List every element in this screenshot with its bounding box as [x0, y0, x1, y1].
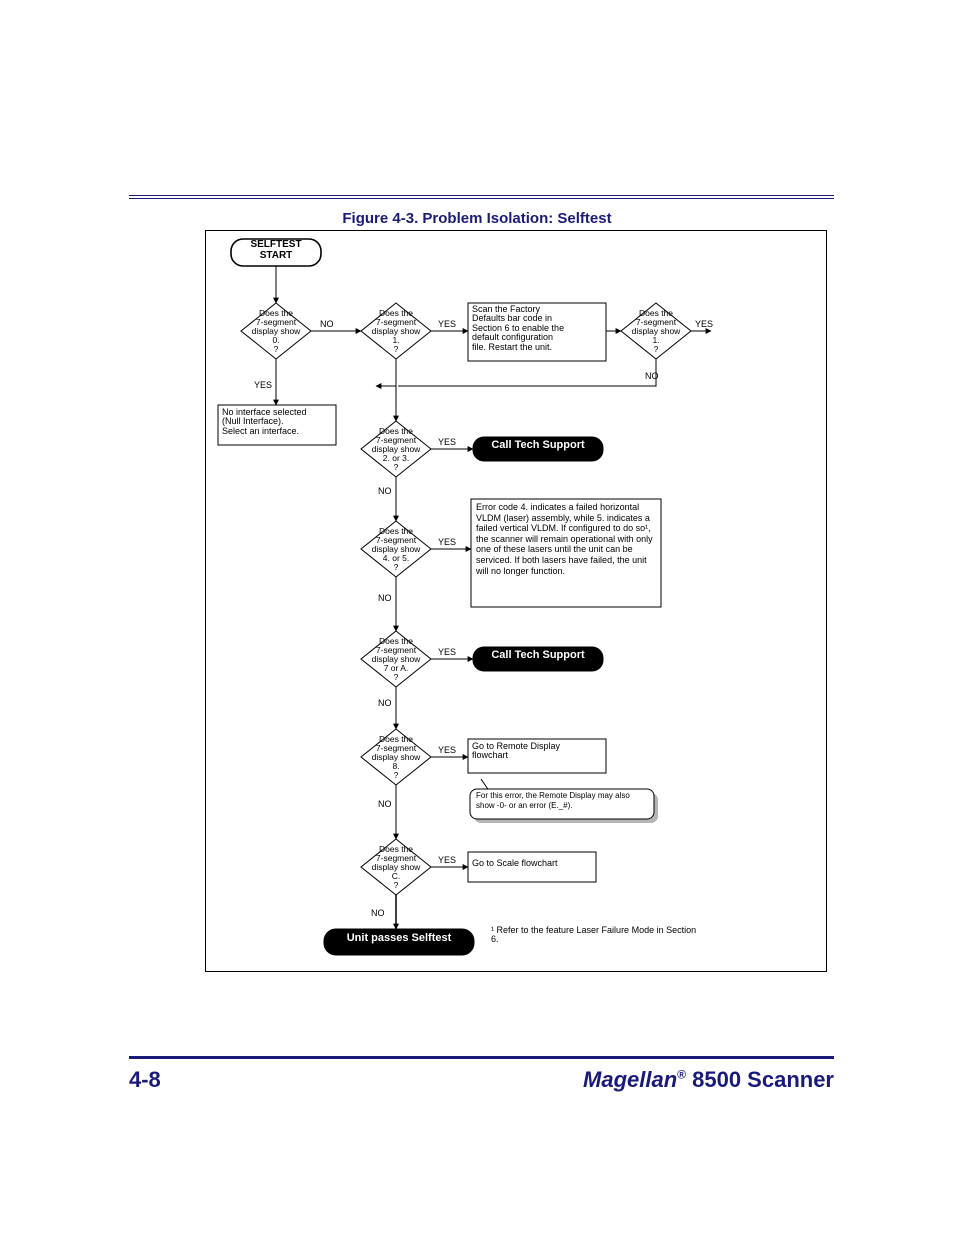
- node-err45-text: Error code 4. indicates a failed horizon…: [476, 502, 656, 576]
- lbl-dC-no: NO: [371, 908, 385, 918]
- lbl-d45-no: NO: [378, 593, 392, 603]
- lbl-d23-no: NO: [378, 486, 392, 496]
- node-d1b-text: Does the7-segmentdisplay show1.?: [624, 309, 688, 354]
- footer-title: Magellan® 8500 Scanner: [583, 1067, 834, 1093]
- bottom-rule: [129, 1056, 834, 1059]
- flowchart-svg: NO YES YES NO YES YES NO YES NO YES NO Y…: [206, 231, 826, 971]
- node-cts2-text: Call Tech Support: [473, 650, 603, 662]
- node-cts2: Call Tech Support: [473, 647, 603, 671]
- node-cts1-text: Call Tech Support: [473, 440, 603, 452]
- figure-title: Figure 4-3. Problem Isolation: Selftest: [0, 210, 954, 227]
- lbl-d8-yes: YES: [438, 745, 456, 755]
- node-d8-text: Does the7-segmentdisplay show8.?: [364, 735, 428, 780]
- top-rule: [129, 195, 834, 199]
- node-d45: Does the7-segmentdisplay show4. or 5.?: [361, 521, 431, 577]
- footer-brand: Magellan: [583, 1067, 677, 1092]
- node-pass-text: Unit passes Selftest: [324, 933, 474, 945]
- flowchart: NO YES YES NO YES YES NO YES NO YES NO Y…: [205, 230, 827, 972]
- lbl-d1b-yes: YES: [695, 319, 713, 329]
- node-remote-text: Go to Remote Displayflowchart: [472, 742, 602, 761]
- lbl-d7A-yes: YES: [438, 647, 456, 657]
- lbl-d0-no: NO: [320, 319, 334, 329]
- lbl-d0-yes: YES: [254, 380, 272, 390]
- footnote: ¹ Refer to the feature Laser Failure Mod…: [491, 926, 701, 945]
- node-d7A: Does the7-segmentdisplay show7 or A.?: [361, 631, 431, 687]
- node-factory: Scan the FactoryDefaults bar code inSect…: [468, 303, 606, 361]
- node-start-text: SELFTESTSTART: [231, 240, 321, 261]
- node-cts1: Call Tech Support: [473, 437, 603, 461]
- node-d0: Does the7-segmentdisplay show0.?: [241, 303, 311, 359]
- lbl-d1-yes: YES: [438, 319, 456, 329]
- node-d7A-text: Does the7-segmentdisplay show7 or A.?: [364, 637, 428, 682]
- lbl-d23-yes: YES: [438, 437, 456, 447]
- node-pass: Unit passes Selftest: [324, 929, 474, 955]
- node-dC: Does the7-segmentdisplay showC.?: [361, 839, 431, 895]
- page-number: 4-8: [129, 1067, 161, 1093]
- registered-icon: ®: [677, 1068, 686, 1082]
- node-dC-text: Does the7-segmentdisplay showC.?: [364, 845, 428, 890]
- node-d1: Does the7-segmentdisplay show1.?: [361, 303, 431, 359]
- node-start: SELFTESTSTART: [231, 239, 321, 267]
- node-scale-text: Go to Scale flowchart: [472, 859, 592, 868]
- node-d45-text: Does the7-segmentdisplay show4. or 5.?: [364, 527, 428, 572]
- lbl-d1b-no: NO: [645, 371, 659, 381]
- lbl-d8-no: NO: [378, 799, 392, 809]
- node-d1b: Does the7-segmentdisplay show1.?: [621, 303, 691, 359]
- node-scale: Go to Scale flowchart: [468, 852, 596, 882]
- node-d8: Does the7-segmentdisplay show8.?: [361, 729, 431, 785]
- node-factory-text: Scan the FactoryDefaults bar code inSect…: [472, 305, 602, 352]
- lbl-dC-yes: YES: [438, 855, 456, 865]
- node-d23-text: Does the7-segmentdisplay show2. or 3.?: [364, 427, 428, 472]
- node-remote: Go to Remote Displayflowchart: [468, 739, 606, 773]
- lbl-d45-yes: YES: [438, 537, 456, 547]
- node-nullif: No interface selected(Null Interface).Se…: [218, 405, 336, 445]
- footer-model: 8500 Scanner: [692, 1067, 834, 1092]
- node-d23: Does the7-segmentdisplay show2. or 3.?: [361, 421, 431, 477]
- node-d0-text: Does the7-segmentdisplay show0.?: [244, 309, 308, 354]
- node-err45: Error code 4. indicates a failed horizon…: [471, 499, 661, 607]
- node-d1-text: Does the7-segmentdisplay show1.?: [364, 309, 428, 354]
- node-remnote-text: For this error, the Remote Display may a…: [476, 791, 650, 810]
- node-remnote: For this error, the Remote Display may a…: [470, 789, 658, 823]
- node-nullif-text: No interface selected(Null Interface).Se…: [222, 408, 332, 436]
- lbl-d7A-no: NO: [378, 698, 392, 708]
